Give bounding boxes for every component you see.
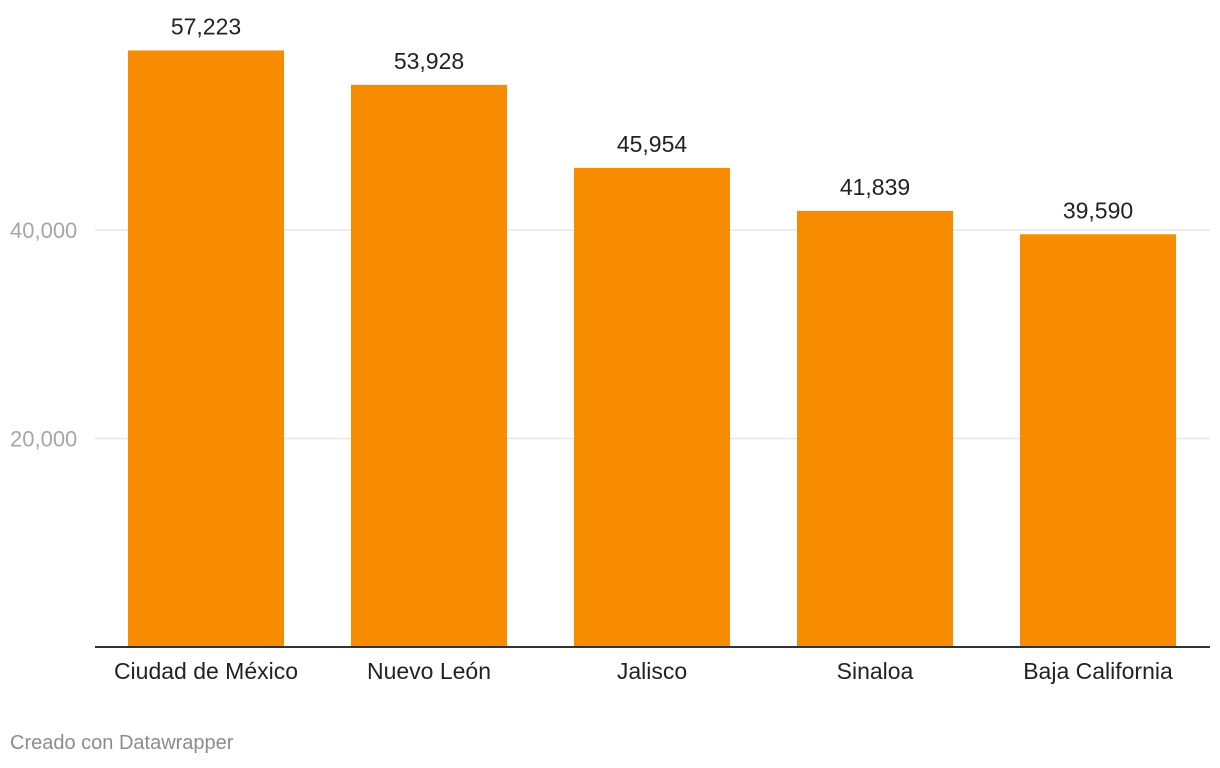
bar <box>351 84 507 647</box>
category-label: Sinaloa <box>837 658 914 684</box>
y-axis-ticks: 20,000 40,000 <box>10 218 77 452</box>
y-tick-label: 40,000 <box>10 218 77 243</box>
bar <box>574 167 730 647</box>
y-tick-label: 20,000 <box>10 427 77 452</box>
bars <box>128 50 1176 648</box>
value-label: 39,590 <box>1063 197 1133 223</box>
value-label: 41,839 <box>840 174 910 200</box>
value-label: 57,223 <box>171 13 241 39</box>
category-label: Ciudad de México <box>114 658 298 684</box>
value-label: 53,928 <box>394 48 464 74</box>
value-label: 45,954 <box>617 131 688 157</box>
category-label: Baja California <box>1023 658 1173 684</box>
credit-text: Creado con Datawrapper <box>10 732 234 754</box>
x-axis-labels: Ciudad de México Nuevo León Jalisco Sinaloa… <box>114 658 1173 684</box>
category-label: Nuevo León <box>367 658 491 684</box>
value-labels: 57,223 53,928 45,954 41,839 39,590 <box>171 13 1133 223</box>
bar <box>797 210 953 647</box>
bar <box>1020 234 1176 648</box>
bar <box>128 50 284 648</box>
category-label: Jalisco <box>617 658 687 684</box>
